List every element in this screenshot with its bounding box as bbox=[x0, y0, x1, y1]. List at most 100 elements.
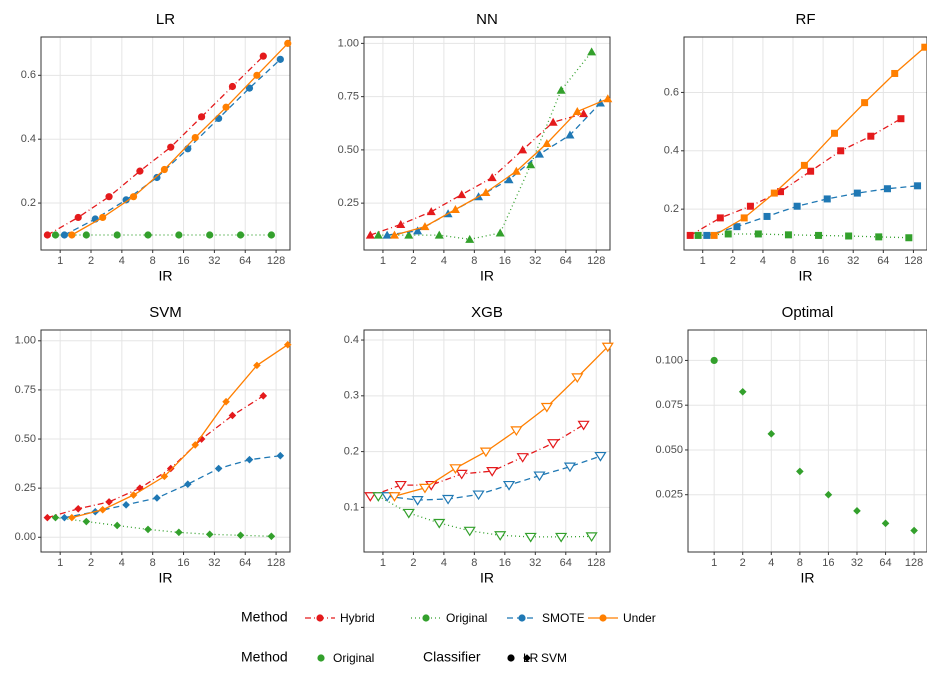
marker bbox=[861, 99, 869, 107]
marker bbox=[426, 207, 436, 216]
panel-title: LR bbox=[156, 11, 175, 28]
marker bbox=[284, 39, 292, 47]
marker bbox=[82, 517, 91, 526]
marker bbox=[267, 532, 276, 541]
marker bbox=[495, 228, 505, 237]
panel bbox=[364, 330, 610, 552]
marker bbox=[317, 654, 325, 662]
y-tick-label: 0.1 bbox=[344, 501, 359, 513]
panel bbox=[688, 330, 927, 552]
x-tick-label: 128 bbox=[587, 557, 605, 569]
marker bbox=[524, 532, 537, 543]
x-tick-label: 1 bbox=[700, 255, 706, 267]
series-line bbox=[387, 102, 601, 236]
x-tick-label: 32 bbox=[208, 255, 220, 267]
marker bbox=[686, 231, 694, 239]
marker bbox=[565, 130, 575, 139]
x-tick-label: 8 bbox=[797, 557, 803, 569]
marker bbox=[587, 47, 597, 56]
marker bbox=[585, 532, 598, 543]
marker bbox=[815, 231, 823, 239]
marker bbox=[533, 471, 546, 482]
marker bbox=[577, 420, 590, 431]
marker bbox=[472, 490, 485, 501]
marker bbox=[253, 361, 261, 370]
marker bbox=[502, 480, 516, 491]
marker bbox=[465, 234, 475, 243]
marker bbox=[441, 494, 455, 505]
marker bbox=[845, 232, 853, 240]
series-line bbox=[370, 113, 584, 236]
marker bbox=[914, 182, 922, 190]
x-tick-label: 2 bbox=[410, 557, 416, 569]
marker bbox=[796, 467, 804, 476]
marker bbox=[921, 43, 927, 51]
marker bbox=[710, 231, 718, 239]
legend-title: Classifier bbox=[423, 649, 481, 665]
marker bbox=[433, 518, 446, 529]
x-tick-label: 8 bbox=[790, 255, 796, 267]
marker bbox=[51, 513, 60, 522]
panel-border bbox=[687, 329, 927, 553]
marker bbox=[738, 387, 747, 396]
y-tick-label: 1.00 bbox=[15, 335, 36, 347]
marker bbox=[824, 490, 833, 499]
marker bbox=[388, 492, 401, 502]
panel bbox=[684, 37, 927, 250]
marker bbox=[122, 196, 130, 204]
marker bbox=[793, 202, 801, 210]
y-tick-label: 0.100 bbox=[655, 354, 683, 366]
y-tick-label: 0.050 bbox=[655, 444, 683, 456]
marker bbox=[455, 469, 468, 480]
x-tick-label: 128 bbox=[267, 255, 285, 267]
marker bbox=[214, 464, 223, 473]
x-tick-label: 32 bbox=[847, 255, 859, 267]
x-tick-label: 2 bbox=[740, 557, 746, 569]
marker bbox=[540, 402, 553, 413]
y-tick-label: 0.4 bbox=[21, 133, 36, 145]
marker bbox=[215, 114, 223, 123]
series-line bbox=[377, 495, 592, 538]
marker bbox=[175, 528, 183, 537]
x-tick-label: 4 bbox=[441, 255, 447, 267]
marker bbox=[153, 173, 161, 182]
series-line bbox=[378, 51, 593, 240]
x-tick-label: 1 bbox=[711, 557, 717, 569]
marker bbox=[160, 472, 169, 481]
x-axis-label: IR bbox=[480, 570, 494, 586]
marker bbox=[572, 107, 582, 116]
marker bbox=[542, 139, 552, 147]
marker bbox=[487, 173, 497, 182]
x-tick-label: 16 bbox=[177, 557, 189, 569]
marker bbox=[411, 496, 424, 506]
y-tick-label: 0.2 bbox=[21, 197, 36, 209]
panel-title: RF bbox=[796, 11, 816, 28]
marker bbox=[113, 521, 121, 530]
marker bbox=[389, 230, 399, 239]
marker bbox=[105, 193, 113, 201]
marker bbox=[853, 189, 861, 197]
marker bbox=[60, 513, 69, 522]
series-line bbox=[394, 98, 609, 236]
marker bbox=[402, 508, 415, 519]
x-axis-label: IR bbox=[159, 570, 173, 586]
marker bbox=[905, 234, 913, 242]
marker bbox=[259, 392, 268, 400]
x-tick-label: 128 bbox=[904, 255, 922, 267]
x-tick-label: 128 bbox=[587, 255, 605, 267]
marker bbox=[420, 222, 430, 231]
marker bbox=[372, 492, 385, 502]
panel-title: SVM bbox=[149, 304, 182, 321]
x-tick-label: 32 bbox=[208, 557, 220, 569]
marker bbox=[144, 525, 152, 534]
marker bbox=[381, 492, 394, 502]
marker bbox=[571, 373, 584, 384]
y-tick-label: 0.4 bbox=[664, 145, 679, 157]
marker bbox=[43, 513, 52, 522]
legend-label: SMOTE bbox=[542, 611, 585, 625]
marker bbox=[523, 654, 531, 662]
y-tick-label: 0.2 bbox=[664, 203, 679, 215]
legend-label: Under bbox=[623, 611, 656, 625]
marker bbox=[68, 231, 76, 239]
